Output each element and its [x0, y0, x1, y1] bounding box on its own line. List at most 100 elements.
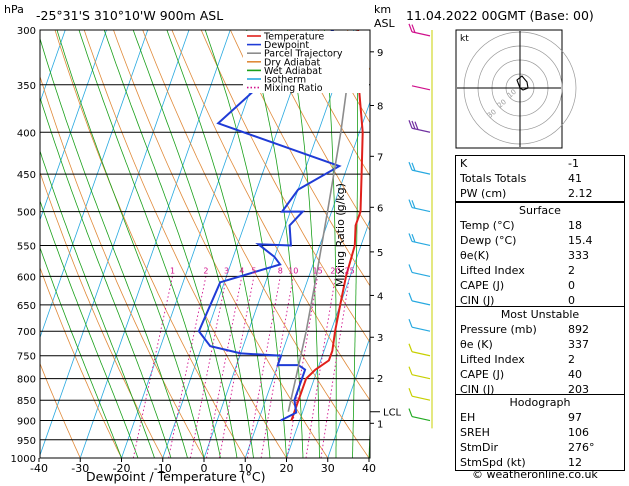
mixing-ratio-tick-label: 10 — [288, 266, 298, 275]
surface-row: θe(K) 333 — [460, 249, 589, 262]
indices-row: K -1 — [460, 157, 579, 170]
pressure-tick-label: 800 — [17, 375, 36, 386]
mu-row: CIN (J) 203 — [460, 383, 589, 396]
hodograph-table: Hodograph EH 97 SREH 106 StmDir 276° StmSpd… — [455, 394, 625, 471]
pressure-tick-label: 1000 — [11, 454, 36, 465]
legend-label: Dewpoint — [264, 40, 309, 51]
wind-barb-flag — [411, 233, 416, 243]
wind-barb-staff — [411, 395, 431, 401]
pressure-tick-label: 550 — [17, 241, 36, 252]
x-axis-label: Dewpoint / Temperature (°C) — [86, 469, 265, 484]
hodograph-ring-label: 20 — [496, 98, 508, 110]
plot-frame — [39, 29, 371, 459]
pressure-tick-label: 500 — [17, 208, 36, 219]
temp-tick-label: -30 — [71, 462, 89, 475]
mixing-ratio-line — [320, 276, 351, 458]
temp-tick-label: 10 — [238, 462, 252, 475]
surface-row: CAPE (J) 0 — [460, 279, 575, 292]
wind-barb-flag — [411, 200, 416, 209]
lcl-label: LCL — [383, 408, 402, 419]
mixing-ratio-tick-label: 25 — [345, 266, 355, 275]
surface-row: Dewp (°C) 15.4 — [460, 234, 593, 247]
mixing-ratio-line — [260, 276, 294, 458]
hodograph-unit: kt — [460, 34, 469, 44]
mixing-ratio-tick-label: 2 — [203, 266, 208, 275]
most-unstable-table: Most Unstable Pressure (mb) 892 θe (K) 337… — [455, 306, 625, 398]
temp-tick-label: -40 — [30, 462, 48, 475]
km-tick-label: 5 — [377, 248, 383, 259]
axes: 3003504004505005506006507007508008509009… — [11, 26, 402, 475]
isotherm-line — [79, 30, 231, 458]
series-temperature — [290, 30, 364, 421]
wind-barb-flag — [408, 343, 413, 352]
hodograph-trace — [516, 75, 529, 91]
temp-tick-label: -10 — [154, 462, 172, 475]
pressure-tick-label: 300 — [17, 26, 36, 37]
wet-adiabat-line — [40, 37, 188, 458]
credit-text: © weatheronline.co.uk — [472, 468, 598, 481]
surface-table: Surface Temp (°C) 18 Dewp (°C) 15.4 θe(K) 3… — [455, 202, 625, 309]
legend-label: Isotherm — [264, 75, 306, 86]
km-tick-label: 4 — [377, 291, 383, 302]
mixing-ratio-tick-label: 4 — [239, 266, 244, 275]
isotherm-line — [162, 30, 314, 458]
dry-adiabat-line — [288, 30, 370, 177]
km-tick-label: 2 — [377, 374, 383, 385]
pressure-tick-label: 750 — [17, 352, 36, 363]
km-tick-label: 3 — [377, 333, 383, 344]
isotherm-line — [286, 218, 370, 458]
pressure-tick-label: 650 — [17, 301, 36, 312]
mu-row: Lifted Index 2 — [460, 353, 575, 366]
wind-barb-staff — [411, 415, 431, 422]
km-tick-label: 7 — [377, 152, 383, 163]
wind-barb-flag — [408, 120, 413, 129]
wind-barb-staff — [411, 351, 431, 357]
mixing-ratio-tick-label: 15 — [313, 266, 323, 275]
dry-adiabat-line — [259, 30, 370, 232]
hodo-row: StmDir 276° — [460, 441, 595, 454]
wind-barb-flag — [411, 120, 416, 130]
wind-barb-flag — [408, 318, 413, 328]
km-tick-label: 8 — [377, 102, 383, 113]
wind-barb-flag — [408, 366, 413, 375]
pressure-tick-label: 400 — [17, 128, 36, 139]
wind-barb-flag — [408, 23, 413, 33]
pressure-tick-label: 700 — [17, 327, 36, 338]
km-label: km — [374, 3, 391, 16]
wind-barbs — [408, 23, 433, 429]
indices-table: K -1 Totals Totals 41 PW (cm) 2.12 — [455, 155, 625, 202]
wind-barb-flag — [414, 121, 419, 130]
dry-adiabat-line — [40, 362, 81, 458]
wind-barb-flag — [411, 24, 416, 33]
isotherm-line — [203, 30, 355, 458]
temp-tick-label: 40 — [362, 462, 376, 475]
hodo-row: EH 97 — [460, 411, 582, 424]
mu-row: Pressure (mb) 892 — [460, 323, 589, 336]
pressure-tick-label: 950 — [17, 436, 36, 447]
mixing-ratio-tick-label: 8 — [278, 266, 283, 275]
legend-label: Dry Adiabat — [264, 57, 321, 68]
mixing-ratio-line — [189, 276, 228, 458]
wet-adiabat-line — [368, 418, 370, 458]
temp-tick-label: -20 — [113, 462, 131, 475]
wind-barb-flag — [408, 199, 413, 208]
surface-row: Lifted Index 2 — [460, 264, 575, 277]
indices-row: Totals Totals 41 — [460, 172, 582, 185]
legend-label: Parcel Trajectory — [264, 49, 343, 60]
legend-box — [243, 31, 369, 93]
wind-barb-staff — [411, 300, 431, 306]
surface-row: CIN (J) 0 — [460, 294, 575, 307]
indices-row: PW (cm) 2.12 — [460, 187, 593, 200]
wind-barb-flag — [408, 233, 413, 242]
surface-title: Surface — [519, 204, 561, 217]
wind-barb-staff — [411, 374, 431, 380]
hodo-row: StmSpd (kt) 12 — [460, 456, 582, 469]
legend-label: Wet Adiabat — [264, 66, 322, 77]
mixing-ratio-tick-label: 1 — [170, 266, 175, 275]
hodograph-ring-label: 10 — [506, 88, 518, 100]
isotherm-line — [244, 100, 370, 458]
mixing-ratio-tick-label: 3 — [224, 266, 229, 275]
